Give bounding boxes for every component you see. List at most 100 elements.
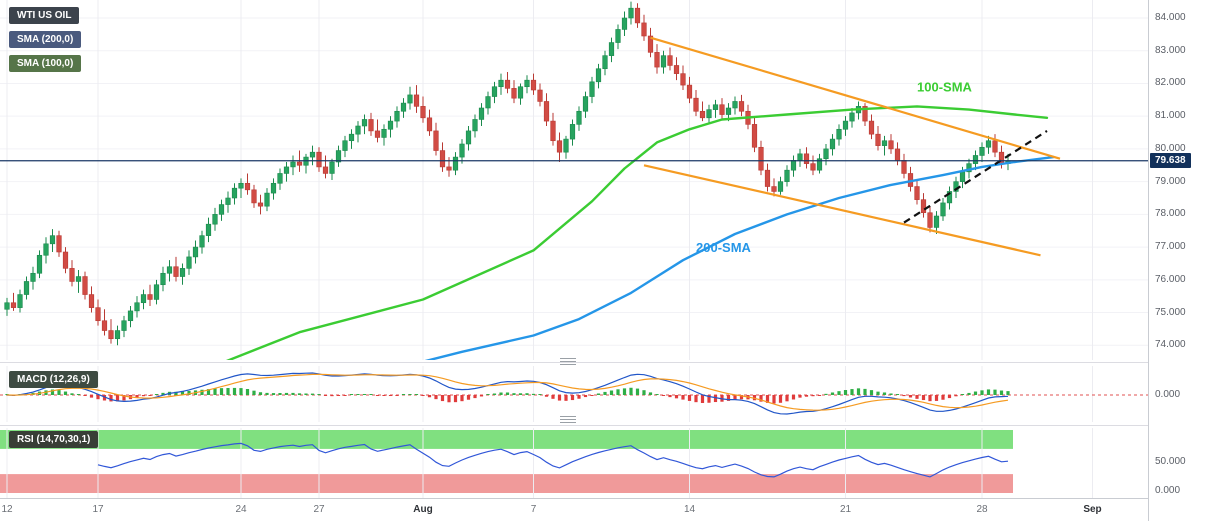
- price-axis[interactable]: 79.638 84.000 83.000 82.000 81.000 80.000 79.…: [1148, 0, 1207, 521]
- time-axis[interactable]: 12 17 24 27 Aug 7 14 21 28 Sep: [0, 498, 1148, 521]
- candle: [446, 166, 452, 171]
- time-tick-label: 24: [235, 504, 247, 515]
- time-tick-label: 7: [530, 504, 537, 515]
- candle: [355, 125, 361, 135]
- candle: [699, 110, 706, 119]
- macd-pane[interactable]: [0, 366, 1148, 422]
- pane-separator: [0, 425, 1148, 426]
- candle: [173, 266, 179, 277]
- candle: [472, 119, 478, 132]
- candle: [693, 97, 699, 112]
- candle: [49, 235, 56, 245]
- candle: [914, 186, 920, 200]
- candle: [829, 138, 836, 150]
- macd-legend-badge[interactable]: MACD (12,26,9): [9, 371, 98, 388]
- candle: [108, 330, 114, 340]
- candle: [849, 112, 855, 122]
- candle: [992, 140, 998, 153]
- candle: [218, 204, 225, 215]
- candle: [186, 256, 192, 269]
- macd-histogram: [5, 387, 1010, 404]
- candle: [686, 84, 693, 99]
- rsi-mid-label: 50.000: [1155, 455, 1186, 467]
- price-tick-label: 79.000: [1155, 175, 1186, 187]
- candle: [251, 189, 257, 204]
- candle: [342, 140, 348, 151]
- candle: [608, 42, 615, 56]
- candle: [595, 68, 602, 83]
- candle: [23, 281, 30, 295]
- candle: [160, 272, 166, 286]
- candle: [316, 151, 322, 168]
- rsi-line: [97, 442, 1009, 478]
- pane-resize-handle-icon[interactable]: [560, 358, 576, 365]
- candle: [134, 302, 140, 312]
- time-tick-label: Sep: [1083, 504, 1102, 515]
- candle: [959, 171, 966, 182]
- candle: [491, 86, 498, 97]
- main-price-pane[interactable]: 100-SMA 200-SMA: [0, 0, 1148, 360]
- candle: [517, 86, 524, 99]
- candle: [114, 330, 121, 340]
- candle: [498, 79, 504, 88]
- candle: [875, 133, 881, 146]
- sma-100-line: [225, 105, 1049, 360]
- symbol-legend-badge[interactable]: WTI US OIL: [9, 7, 80, 24]
- candle: [706, 109, 712, 119]
- candle: [563, 138, 569, 153]
- candle: [4, 302, 10, 310]
- candle: [465, 130, 472, 145]
- candle: [75, 276, 82, 282]
- candle: [95, 307, 101, 322]
- candle: [842, 120, 849, 130]
- candle: [667, 55, 673, 66]
- candle: [407, 94, 413, 104]
- candle: [270, 182, 277, 194]
- candle: [803, 153, 810, 164]
- candle: [894, 148, 901, 161]
- candle: [82, 276, 88, 295]
- candle: [374, 130, 381, 138]
- candle: [647, 35, 654, 53]
- pane-resize-handle-icon[interactable]: [560, 416, 576, 423]
- candle: [732, 101, 738, 109]
- candle: [719, 104, 725, 115]
- candle: [199, 235, 205, 248]
- candle: [751, 124, 758, 148]
- trendline-lower-channel[interactable]: [643, 164, 1041, 257]
- candle: [56, 235, 62, 253]
- candle: [413, 94, 420, 107]
- macd-line: [6, 372, 1009, 415]
- candle: [257, 202, 264, 207]
- candle: [569, 124, 576, 140]
- trendline-ascending-support[interactable]: [903, 129, 1048, 224]
- rsi-pane[interactable]: [0, 428, 1148, 498]
- candle: [43, 243, 49, 256]
- candle: [62, 251, 69, 269]
- candle: [140, 294, 147, 304]
- time-tick-label: 28: [976, 504, 988, 515]
- price-tick-label: 77.000: [1155, 241, 1186, 253]
- candle: [823, 148, 829, 160]
- candle: [777, 181, 784, 192]
- candle: [979, 146, 985, 156]
- candle: [166, 266, 173, 274]
- price-tick-label: 81.000: [1155, 110, 1186, 122]
- candle: [784, 169, 790, 182]
- price-tick-label: 74.000: [1155, 339, 1186, 351]
- candle: [426, 117, 433, 132]
- trendline-upper-channel[interactable]: [650, 36, 1061, 160]
- sma-200-line: [424, 155, 1055, 360]
- price-tick-label: 80.000: [1155, 142, 1186, 154]
- rsi-legend-badge[interactable]: RSI (14,70,30,1): [9, 431, 99, 448]
- candle: [225, 197, 231, 205]
- candle: [985, 140, 992, 148]
- candle: [537, 89, 543, 102]
- candle: [192, 246, 199, 258]
- sma100-legend-badge[interactable]: SMA (100,0): [9, 55, 82, 72]
- candle: [420, 106, 426, 119]
- candle: [329, 161, 335, 174]
- candle: [940, 202, 946, 217]
- sma200-legend-badge[interactable]: SMA (200,0): [9, 31, 82, 48]
